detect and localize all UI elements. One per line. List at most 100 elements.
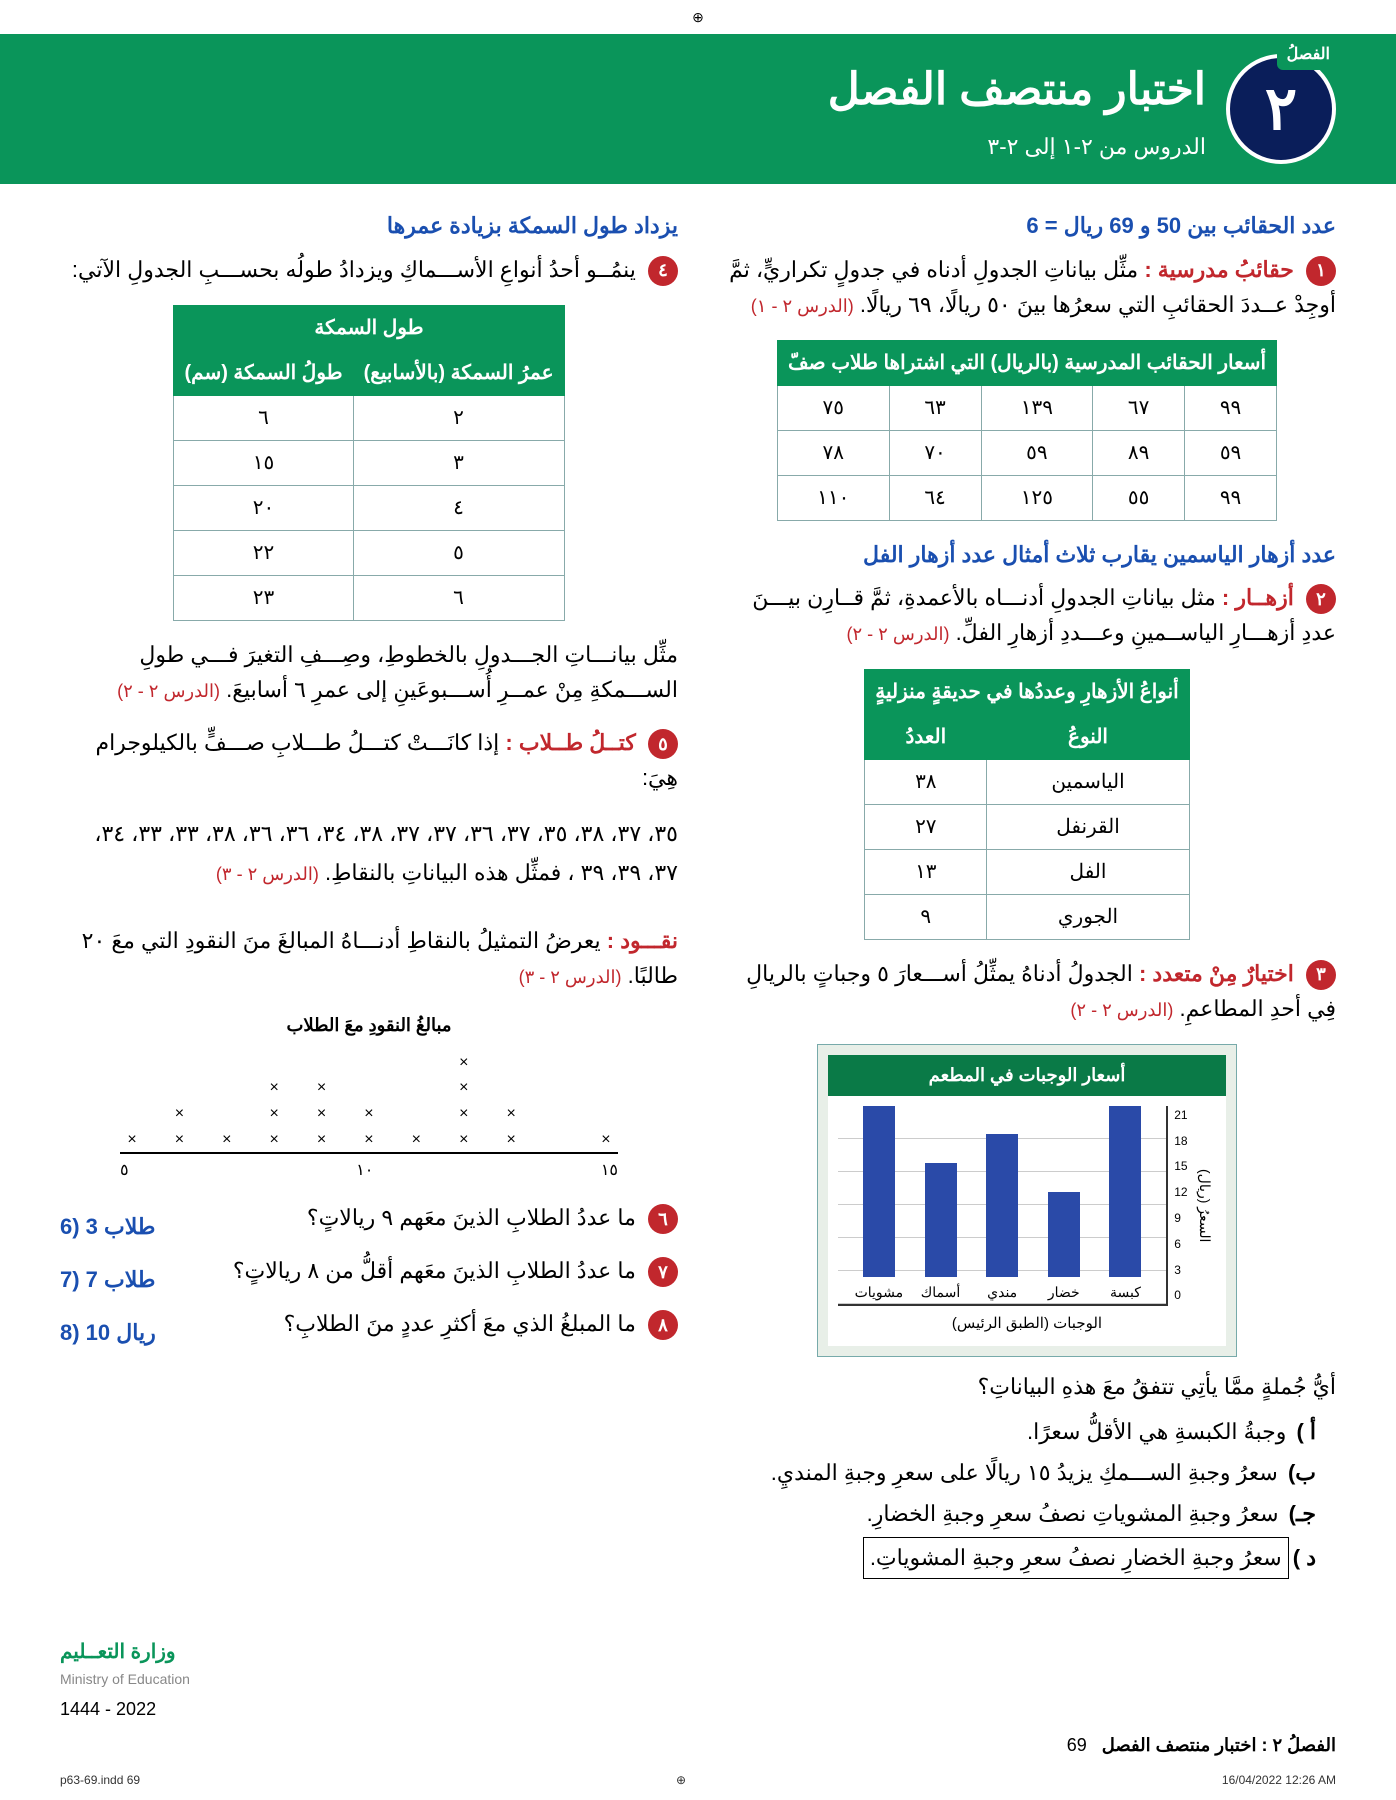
lp-col-13: ××	[499, 1050, 523, 1152]
question-5: ٥ كتــلُ طــلاب : إذا كانَـــتْ كتـــلُ …	[60, 725, 678, 795]
q3-topic: اختيارٌ مِنْ متعدد :	[1139, 961, 1294, 986]
question-4: ٤ ينمُــو أحدُ أنواعِ الأســـماكِ ويزداد…	[60, 252, 678, 287]
q7-text: ما عددُ الطلابِ الذينَ معَهم أقلُّ من ٨ …	[233, 1258, 636, 1283]
q6-text: ما عددُ الطلابِ الذينَ معَهم ٩ رياﻻتٍ؟	[307, 1205, 636, 1230]
bar-4	[863, 1106, 895, 1277]
q7-number: ٧	[648, 1257, 678, 1287]
q5-mass-list: ٣٥، ٣٧، ٣٨، ٣٥، ٣٧، ٣٦، ٣٧، ٣٧، ٣٨، ٣٤، …	[60, 814, 678, 893]
q2-col0: النوعُ	[987, 714, 1189, 759]
q3-y-axis-label: السعرُ (ريال)	[1194, 1169, 1216, 1242]
q4-text: ينمُــو أحدُ أنواعِ الأســـماكِ ويزدادُ …	[72, 257, 636, 282]
q2-topic: أزهــار :	[1222, 585, 1294, 610]
q1-answer-heading: عدد الحقائب بين 50 و 69 ريال = 6	[718, 208, 1336, 243]
q4-table: طول السمكة عمرُ السمكة (بالأسابيع) طولُ …	[173, 305, 564, 621]
q2-table-title: أنواعُ الأزهارِ وعددُها في حديقةٍ منزلية…	[865, 669, 1189, 714]
q1-number: ١	[1306, 256, 1336, 286]
chapter-tab-label: الفصلُ	[1277, 40, 1340, 70]
page-number: 69	[1067, 1735, 1087, 1755]
q5-number: ٥	[648, 729, 678, 759]
lp-tick-15: ١٥	[601, 1158, 618, 1184]
lp-tick-10: ١٠	[356, 1158, 373, 1184]
q3-option-1[interactable]: ب) سعرُ وجبةِ الســـمكِ يزيدُ ١٥ ريالًا …	[718, 1455, 1316, 1490]
q4-col1: طولُ السمكة (سم)	[174, 350, 353, 395]
q5-topic: كتــلُ طــلاب :	[505, 730, 635, 755]
q3-bar-chart: أسعار الوجبات في المطعم السعرُ (ريال) 21…	[817, 1044, 1237, 1357]
indd-date: 16/04/2022 12:26 AM	[1222, 1771, 1336, 1790]
q1-topic: حقائبُ مدرسية :	[1144, 257, 1294, 282]
indd-file: p63-69.indd 69	[60, 1771, 140, 1790]
registration-mark-top: ⊕	[60, 0, 1336, 34]
lp-col-7: ×	[215, 1050, 239, 1152]
bar-label-1: خضار	[1048, 1281, 1080, 1303]
lp-col-14	[547, 1050, 571, 1152]
bar-2	[986, 1134, 1018, 1277]
moe-ar: وزارة التعــليم	[60, 1636, 1336, 1668]
q2-answer-heading: عدد أزهار الياسمين يقارب ثلاث أمثال عدد …	[718, 537, 1336, 572]
bar-label-4: مشويات	[855, 1281, 904, 1303]
q3-stem: أيُّ جُملةٍ ممَّا يأتِي تتفقُ معَ هذهِ ا…	[718, 1369, 1336, 1404]
page-subtitle: الدروس من ٢-١ إلى ٢-٣	[828, 129, 1206, 164]
bar-label-3: أسماك	[921, 1281, 961, 1303]
q8-text: ما المبلغُ الذي معَ أكثرِ عددٍ منَ الطلا…	[284, 1311, 636, 1336]
q3-option-3[interactable]: د ) سعرُ وجبةِ الخضارِ نصفُ سعرِ وجبةِ ا…	[718, 1537, 1316, 1578]
q3-option-0[interactable]: أ ) وجبةُ الكبسةِ هي الأقلُّ سعرًا.	[718, 1414, 1316, 1449]
question-7: ٧ ما عددُ الطلابِ الذينَ معَهم أقلُّ من …	[155, 1253, 678, 1288]
bar-0	[1109, 1106, 1141, 1277]
lp-col-8: ×××	[262, 1050, 286, 1152]
q6-answer: 6) 3 طلاب	[60, 1209, 155, 1244]
bar-3	[925, 1163, 957, 1277]
q6-number: ٦	[648, 1204, 678, 1234]
lp-col-9: ×××	[310, 1050, 334, 1152]
print-meta: p63-69.indd 69 ⊕ 16/04/2022 12:26 AM	[60, 1771, 1336, 1790]
q4-lesson-ref: (الدرس ٢ - ٢)	[117, 681, 220, 701]
question-1: ١ حقائبُ مدرسية : مثِّل بياناتِ الجدولِ …	[718, 252, 1336, 322]
money-lesson-ref: (الدرس ٢ - ٣)	[519, 967, 622, 987]
money-intro: نقـــود : يعرضُ التمثيلُ بالنقاطِ أدنـــ…	[60, 923, 678, 993]
q7-answer: 7) 7 طلاب	[60, 1262, 155, 1297]
q4-text2: مثِّل بيانـــاتِ الجـــدولِ بالخطوطِ، وص…	[60, 637, 678, 707]
q4-col0: عمرُ السمكة (بالأسابيع)	[353, 350, 564, 395]
q3-option-2[interactable]: جـ) سعرُ وجبةِ المشوياتِ نصفُ سعرِ وجبةِ…	[718, 1496, 1316, 1531]
question-2: ٢ أزهــار : مثل بياناتِ الجدولِ أدنـــاه…	[718, 580, 1336, 650]
left-column: يزداد طول السمكة بزيادة عمرها ٤ ينمُــو …	[60, 208, 678, 1584]
moe-en: Ministry of Education	[60, 1668, 1336, 1690]
q1-table-title: أسعار الحقائب المدرسية (بالريال) التي اش…	[777, 340, 1276, 385]
q4-number: ٤	[648, 256, 678, 286]
footer-chapter-line: الفصلُ ٢ : اختبار منتصف الفصل	[1102, 1735, 1336, 1755]
q5-lesson-ref: (الدرس ٢ - ٣)	[216, 864, 319, 884]
lp-col-6: ××	[167, 1050, 191, 1152]
page-title: اختبار منتصف الفصل	[828, 55, 1206, 125]
lineplot-title: مبالغُ النقودِ معَ الطلاب	[60, 1011, 678, 1040]
q3-x-axis-label: الوجبات (الطبق الرئيس)	[838, 1312, 1216, 1336]
q4-answer-heading: يزداد طول السمكة بزيادة عمرها	[60, 208, 678, 243]
q8-number: ٨	[648, 1310, 678, 1340]
q8-answer: 8) 10 ريال	[60, 1315, 156, 1350]
question-3: ٣ اختيارٌ مِنْ متعدد : الجدولُ أدناهُ يم…	[718, 956, 1336, 1026]
lp-col-15: ×	[594, 1050, 618, 1152]
q4-table-title: طول السمكة	[174, 305, 564, 350]
question-8: ٨ ما المبلغُ الذي معَ أكثرِ عددٍ منَ الط…	[156, 1306, 678, 1341]
money-topic: نقـــود :	[607, 928, 678, 953]
q1-table: أسعار الحقائب المدرسية (بالريال) التي اش…	[777, 340, 1277, 521]
chapter-badge: الفصلُ ٢	[1226, 54, 1336, 164]
bar-label-0: كبسة	[1110, 1281, 1141, 1303]
q3-y-ticks: 211815129630	[1174, 1106, 1187, 1306]
q2-table: أنواعُ الأزهارِ وعددُها في حديقةٍ منزلية…	[864, 669, 1189, 940]
lp-col-10: ××	[357, 1050, 381, 1152]
bar-1	[1048, 1192, 1080, 1278]
q1-lesson-ref: (الدرس ٢ - ١)	[751, 296, 854, 316]
money-line-plot: مبالغُ النقودِ معَ الطلاب ××××××××××××××…	[60, 1011, 678, 1184]
right-column: عدد الحقائب بين 50 و 69 ريال = 6 ١ حقائب…	[718, 208, 1336, 1584]
q2-lesson-ref: (الدرس ٢ - ٢)	[847, 624, 950, 644]
q2-col1: العددُ	[865, 714, 987, 759]
chapter-header: الفصلُ ٢ اختبار منتصف الفصل الدروس من ٢-…	[0, 34, 1396, 184]
q3-chart-title: أسعار الوجبات في المطعم	[828, 1055, 1226, 1096]
lp-col-11: ×	[404, 1050, 428, 1152]
lp-col-5: ×	[120, 1050, 144, 1152]
bar-label-2: مندي	[987, 1281, 1017, 1303]
lp-tick-5: ٥	[120, 1158, 129, 1184]
q2-number: ٢	[1306, 584, 1336, 614]
q3-lesson-ref: (الدرس ٢ - ٢)	[1070, 1000, 1173, 1020]
q3-number: ٣	[1306, 960, 1336, 990]
footer-year: 2022 - 1444	[60, 1699, 156, 1719]
